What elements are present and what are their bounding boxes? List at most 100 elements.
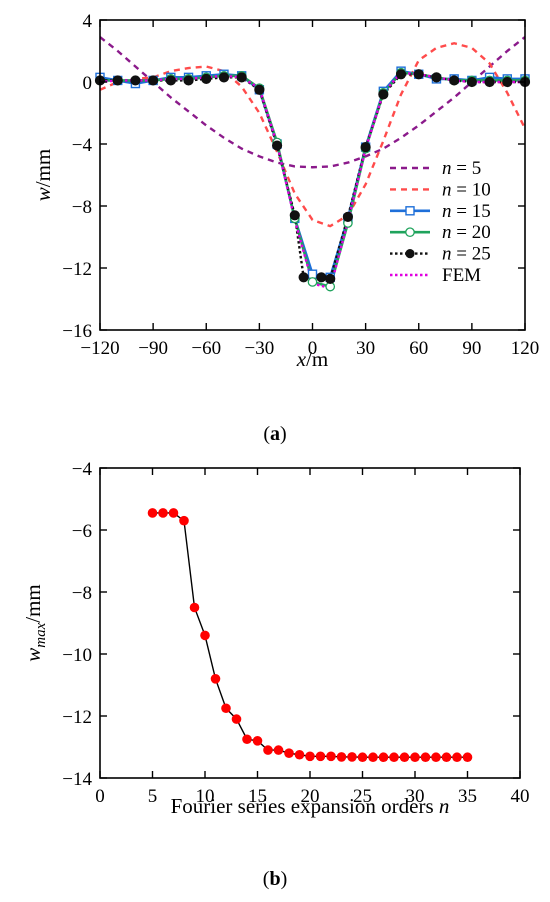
wmax-point (357, 752, 368, 763)
wmax-point (389, 752, 399, 763)
series-marker-filled (484, 76, 495, 88)
wmax-point (441, 752, 452, 763)
wmax-point (189, 602, 200, 613)
series-marker-filled (395, 69, 407, 80)
wmax-point (368, 752, 378, 763)
wmax-point (210, 674, 221, 684)
wmax-point (336, 752, 347, 762)
panel-a-chart: −120 −90 −60 −30 0 30 60 90 120 4 0 −4 −8 −12 −16 n = … (31, 11, 539, 445)
legend-label: FEM (442, 265, 481, 286)
y-tick-label: −12 (62, 259, 92, 280)
x-tick-label: 10 (196, 786, 215, 807)
series-marker-filled (502, 76, 513, 88)
panel-b-chart: 0 5 10 15 20 25 30 35 40 −4 −6 −8 −10 −12 −14 Fourier … (21, 459, 530, 890)
wmax-point (378, 752, 389, 763)
y-tick-label: 4 (83, 11, 93, 32)
series-marker-filled (360, 142, 371, 153)
panel-b-series-group (147, 508, 473, 763)
y-tick-label: −14 (62, 769, 92, 790)
legend-label: n = 5 (442, 158, 481, 179)
series-marker-filled (413, 69, 424, 80)
series-marker-filled (431, 72, 442, 83)
series-marker-filled (298, 272, 309, 283)
series-marker-filled (378, 89, 389, 100)
panel-b-y-axis-label: wmax/mm (21, 584, 49, 662)
x-tick-label: 30 (406, 786, 425, 807)
wmax-line (152, 512, 468, 758)
x-tick-label: −90 (138, 338, 168, 359)
panel-a-caption: (a) (263, 423, 286, 445)
wmax-point (252, 736, 263, 746)
x-tick-label: 30 (356, 338, 375, 359)
x-tick-label: −30 (245, 338, 275, 359)
legend-label: n = 25 (442, 244, 491, 265)
x-tick-label: 0 (308, 338, 318, 359)
wmax-point (410, 752, 420, 763)
y-tick-label: −4 (72, 459, 93, 480)
x-tick-label: 25 (353, 786, 372, 807)
legend-marker (405, 206, 415, 216)
x-tick-label: 15 (248, 786, 267, 807)
x-tick-label: 35 (458, 786, 477, 807)
x-tick-label: −60 (191, 338, 221, 359)
wmax-point (431, 752, 441, 763)
series-marker-filled (254, 84, 265, 95)
wmax-point (347, 752, 357, 762)
y-tick-label: −6 (72, 521, 92, 542)
wmax-point (168, 508, 179, 518)
x-tick-label: 120 (511, 338, 540, 359)
wmax-point (231, 714, 242, 724)
legend-label: n = 15 (442, 201, 491, 222)
panel-a-x-axis-label: x/m (296, 347, 329, 371)
wmax-point (263, 745, 273, 755)
wmax-point (158, 508, 168, 518)
y-tick-label: −16 (62, 321, 92, 342)
panel-b-caption: (b) (263, 868, 287, 890)
legend-label: n = 20 (442, 222, 491, 243)
series-marker-filled (130, 75, 141, 86)
y-tick-label: −8 (72, 197, 92, 218)
wmax-point (420, 752, 431, 763)
wmax-point (305, 751, 315, 762)
series-marker-filled (218, 72, 230, 83)
wmax-point (200, 630, 210, 641)
wmax-point (242, 734, 252, 745)
series-marker-filled (148, 75, 159, 86)
series-marker-filled (236, 72, 247, 83)
x-tick-label: 0 (95, 786, 105, 807)
wmax-point (452, 752, 462, 763)
series-line-1 (100, 42, 525, 228)
wmax-point (294, 749, 305, 760)
series-marker-circle (307, 277, 318, 287)
y-tick-label: −4 (72, 135, 93, 156)
wmax-point (284, 748, 294, 758)
series-marker-square (307, 269, 318, 279)
series-marker-filled (183, 75, 194, 86)
x-tick-label: 40 (511, 786, 530, 807)
series-marker-filled (289, 210, 300, 221)
x-tick-label: 60 (409, 338, 428, 359)
legend-marker (405, 249, 415, 259)
wmax-point (462, 752, 473, 763)
series-marker-filled (342, 211, 354, 222)
wmax-point (326, 751, 336, 762)
y-tick-label: −10 (62, 645, 92, 666)
panel-a-y-axis-label: w/mm (31, 149, 55, 202)
wmax-point (147, 508, 158, 518)
wmax-point (221, 703, 231, 714)
panel-a-ticks: −120 −90 −60 −30 0 30 60 90 120 4 0 −4 −8 −12 −16 (62, 11, 539, 359)
x-tick-label: 90 (462, 338, 481, 359)
series-marker-filled (201, 73, 212, 85)
series-marker-filled (466, 76, 477, 88)
wmax-point (179, 515, 189, 526)
x-tick-label: 20 (301, 786, 320, 807)
y-tick-label: −12 (62, 707, 92, 728)
series-marker-filled (325, 273, 336, 284)
y-tick-label: −8 (72, 583, 92, 604)
y-tick-label: 0 (83, 73, 93, 94)
wmax-point (273, 745, 284, 755)
legend-marker (405, 227, 415, 238)
series-marker-filled (449, 75, 460, 86)
